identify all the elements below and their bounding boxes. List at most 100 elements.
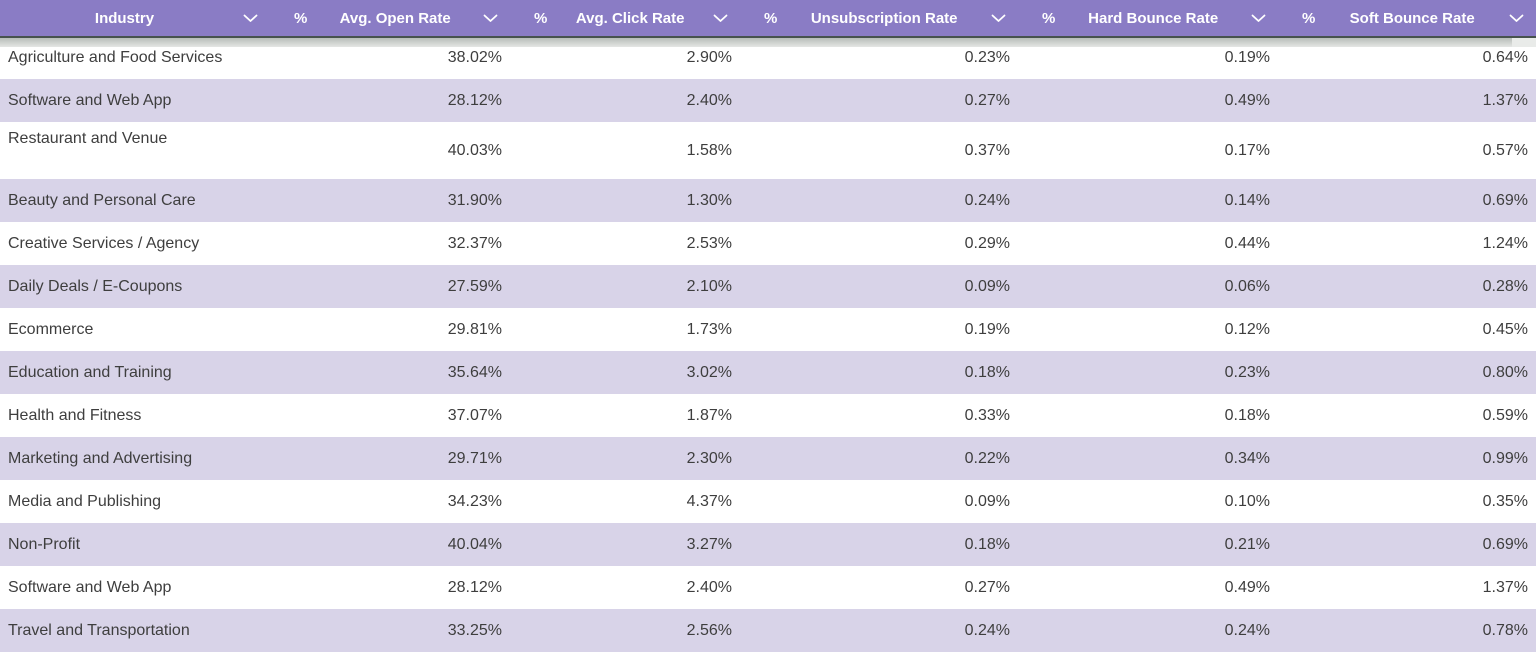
percent-format-sign: %: [534, 9, 548, 27]
industry-cell: Agriculture and Food Services: [8, 48, 223, 66]
value-cell-unsubscription-rate: 0.29%: [964, 234, 1010, 252]
value-cell-avg-open-rate: 40.04%: [447, 535, 502, 553]
value-cell-soft-bounce-rate: 1.37%: [1482, 578, 1528, 596]
value-cell-soft-bounce-rate: 0.69%: [1482, 191, 1528, 209]
value-cell-avg-open-rate: 29.71%: [447, 449, 502, 467]
value-cell-avg-open-rate: 38.02%: [447, 48, 502, 66]
industry-cell: Non-Profit: [8, 535, 81, 553]
value-cell-hard-bounce-rate: 0.49%: [1224, 578, 1270, 596]
chevron-down-icon[interactable]: [243, 14, 258, 23]
value-cell-unsubscription-rate: 0.09%: [964, 492, 1010, 510]
horizontal-scrollbar[interactable]: [0, 36, 1536, 47]
table-row: Software and Web App 28.12% 2.40% 0.27% 0.49…: [0, 566, 1536, 609]
value-cell-avg-click-rate: 2.30%: [686, 449, 732, 467]
industry-cell: Ecommerce: [8, 320, 94, 338]
column-header-label: Unsubscription Rate: [810, 9, 958, 27]
value-cell-soft-bounce-rate: 0.80%: [1482, 363, 1528, 381]
value-cell-unsubscription-rate: 0.19%: [964, 320, 1010, 338]
value-cell-hard-bounce-rate: 0.21%: [1224, 535, 1270, 553]
value-cell-avg-click-rate: 2.40%: [686, 578, 732, 596]
value-cell-hard-bounce-rate: 0.06%: [1224, 277, 1270, 295]
chevron-down-icon[interactable]: [713, 14, 728, 23]
value-cell-hard-bounce-rate: 0.19%: [1224, 48, 1270, 66]
value-cell-avg-open-rate: 37.07%: [447, 406, 502, 424]
value-cell-avg-open-rate: 28.12%: [447, 578, 502, 596]
value-cell-hard-bounce-rate: 0.44%: [1224, 234, 1270, 252]
table-row: Education and Training 35.64% 3.02% 0.18% 0.…: [0, 351, 1536, 394]
value-cell-avg-click-rate: 2.53%: [686, 234, 732, 252]
column-header-avg-click-rate[interactable]: % Avg. Click Rate: [510, 0, 740, 36]
value-cell-avg-open-rate: 35.64%: [447, 363, 502, 381]
value-cell-avg-open-rate: 31.90%: [447, 191, 502, 209]
industry-cell: Restaurant and Venue: [8, 130, 168, 147]
chevron-down-icon[interactable]: [483, 14, 498, 23]
column-header-label: Industry: [94, 9, 155, 27]
value-cell-avg-click-rate: 2.10%: [686, 277, 732, 295]
value-cell-unsubscription-rate: 0.24%: [964, 621, 1010, 639]
value-cell-avg-open-rate: 33.25%: [447, 621, 502, 639]
value-cell-avg-click-rate: 1.73%: [686, 320, 732, 338]
column-header-label: Avg. Click Rate: [575, 9, 685, 27]
value-cell-unsubscription-rate: 0.27%: [964, 91, 1010, 109]
value-cell-avg-open-rate: 27.59%: [447, 277, 502, 295]
industry-cell: Beauty and Personal Care: [8, 191, 196, 209]
table-row: Media and Publishing 34.23% 4.37% 0.09% 0.10…: [0, 480, 1536, 523]
value-cell-hard-bounce-rate: 0.12%: [1224, 320, 1270, 338]
column-header-unsubscription-rate[interactable]: % Unsubscription Rate: [740, 0, 1018, 36]
value-cell-avg-click-rate: 1.58%: [686, 141, 732, 159]
value-cell-unsubscription-rate: 0.33%: [964, 406, 1010, 424]
percent-format-sign: %: [294, 9, 308, 27]
scrollbar-thumb[interactable]: [0, 38, 1512, 47]
chevron-down-icon[interactable]: [991, 14, 1006, 23]
column-header-hard-bounce-rate[interactable]: % Hard Bounce Rate: [1018, 0, 1278, 36]
value-cell-avg-open-rate: 29.81%: [447, 320, 502, 338]
table-row: Software and Web App 28.12% 2.40% 0.27% 0.49…: [0, 79, 1536, 122]
value-cell-unsubscription-rate: 0.24%: [964, 191, 1010, 209]
value-cell-hard-bounce-rate: 0.24%: [1224, 621, 1270, 639]
table-row: Daily Deals / E-Coupons 27.59% 2.10% 0.09% 0…: [0, 265, 1536, 308]
chevron-down-icon[interactable]: [1509, 14, 1524, 23]
table-row: Creative Services / Agency 32.37% 2.53% 0.2…: [0, 222, 1536, 265]
value-cell-unsubscription-rate: 0.23%: [964, 48, 1010, 66]
column-header-label: Soft Bounce Rate: [1349, 9, 1475, 27]
value-cell-avg-open-rate: 40.03%: [447, 141, 502, 159]
value-cell-unsubscription-rate: 0.37%: [964, 141, 1010, 159]
value-cell-hard-bounce-rate: 0.17%: [1224, 141, 1270, 159]
industry-cell: Health and Fitness: [8, 406, 142, 424]
value-cell-soft-bounce-rate: 0.45%: [1482, 320, 1528, 338]
percent-format-sign: %: [764, 9, 778, 27]
value-cell-soft-bounce-rate: 0.69%: [1482, 535, 1528, 553]
value-cell-soft-bounce-rate: 0.59%: [1482, 406, 1528, 424]
chevron-down-icon[interactable]: [1251, 14, 1266, 23]
table-row: Health and Fitness 37.07% 1.87% 0.33% 0.18% 0…: [0, 394, 1536, 437]
industry-cell: Media and Publishing: [8, 492, 161, 510]
value-cell-avg-click-rate: 4.37%: [686, 492, 732, 510]
value-cell-soft-bounce-rate: 0.35%: [1482, 492, 1528, 510]
industry-cell: Education and Training: [8, 363, 172, 381]
value-cell-avg-click-rate: 1.30%: [686, 191, 732, 209]
table-row: Beauty and Personal Care 31.90% 1.30% 0.24%…: [0, 179, 1536, 222]
table-row: Restaurant and Venue 40.03% 1.58% 0.37% 0.17…: [0, 122, 1536, 179]
value-cell-hard-bounce-rate: 0.49%: [1224, 91, 1270, 109]
value-cell-soft-bounce-rate: 0.28%: [1482, 277, 1528, 295]
table-row: Non-Profit 40.04% 3.27% 0.18% 0.21% 0.69%: [0, 523, 1536, 566]
industry-cell: Creative Services / Agency: [8, 234, 200, 252]
column-header-soft-bounce-rate[interactable]: % Soft Bounce Rate: [1278, 0, 1536, 36]
value-cell-hard-bounce-rate: 0.14%: [1224, 191, 1270, 209]
table-row: Marketing and Advertising 29.71% 2.30% 0.22…: [0, 437, 1536, 480]
column-header-label: Avg. Open Rate: [339, 9, 451, 27]
value-cell-soft-bounce-rate: 0.78%: [1482, 621, 1528, 639]
industry-cell: Software and Web App: [8, 91, 172, 109]
percent-format-sign: %: [1302, 9, 1316, 27]
column-header-label: Hard Bounce Rate: [1088, 9, 1219, 27]
column-header-industry[interactable]: Industry: [0, 0, 270, 36]
value-cell-unsubscription-rate: 0.22%: [964, 449, 1010, 467]
column-header-avg-open-rate[interactable]: % Avg. Open Rate: [270, 0, 510, 36]
value-cell-hard-bounce-rate: 0.10%: [1224, 492, 1270, 510]
industry-cell: Marketing and Advertising: [8, 449, 193, 467]
table-row: Ecommerce 29.81% 1.73% 0.19% 0.12% 0.45%: [0, 308, 1536, 351]
value-cell-soft-bounce-rate: 0.64%: [1482, 48, 1528, 66]
value-cell-avg-click-rate: 2.40%: [686, 91, 732, 109]
